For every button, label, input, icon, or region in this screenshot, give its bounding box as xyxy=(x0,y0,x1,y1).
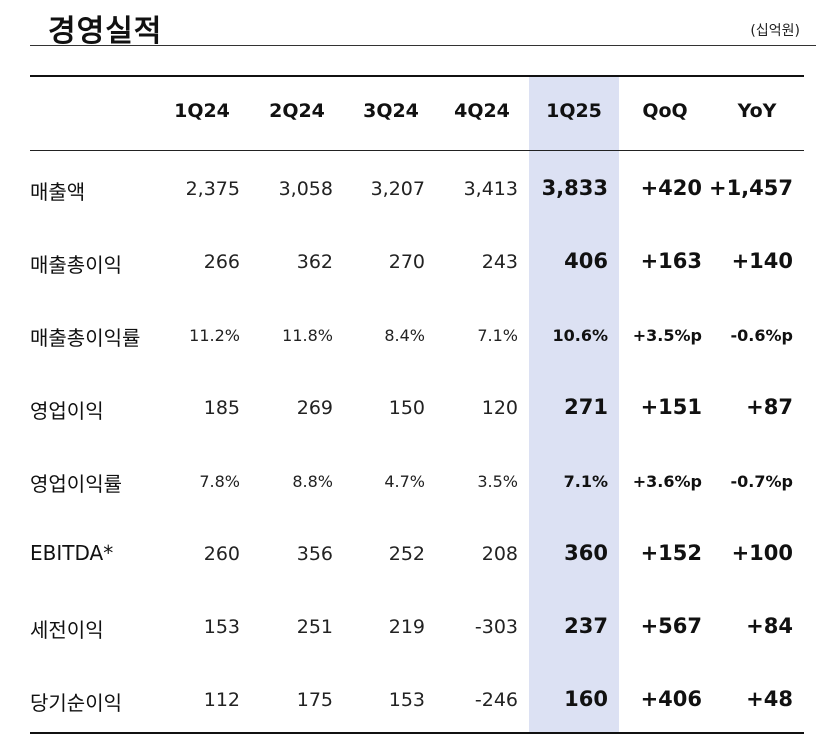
table-cell-1q25: 7.1% xyxy=(563,472,608,491)
table-row: 매출총이익률 11.2% 11.8% 8.4% 7.1% 10.6% +3.5%p -0.6%… xyxy=(0,314,830,354)
table-row: 영업이익 185 269 150 120 271 +151 +87 xyxy=(0,387,830,427)
row-label: 영업이익 xyxy=(30,399,104,423)
table-cell-3q24: 153 xyxy=(388,689,425,711)
table-bottom-rule xyxy=(30,732,804,734)
unit-label: (십억원) xyxy=(750,23,800,39)
column-header-4q24: 4Q24 xyxy=(454,100,510,122)
table-cell-1q24: 266 xyxy=(203,251,240,273)
table-row: 영업이익률 7.8% 8.8% 4.7% 3.5% 7.1% +3.6%p -0.7%p xyxy=(0,460,830,500)
table-cell-yoy: +1,457 xyxy=(708,176,793,200)
row-label: 영업이익률 xyxy=(30,472,122,496)
table-cell-yoy: +48 xyxy=(746,687,793,711)
table-cell-4q24: -246 xyxy=(474,689,518,711)
table-cell-1q24: 7.8% xyxy=(199,472,240,491)
column-header-qoq: QoQ xyxy=(642,100,688,122)
table-cell-1q24: 11.2% xyxy=(189,326,240,345)
row-label: 매출총이익 xyxy=(30,253,122,277)
table-cell-qoq: +567 xyxy=(640,614,702,638)
table-cell-3q24: 4.7% xyxy=(384,472,425,491)
table-row: 매출액 2,375 3,058 3,207 3,413 3,833 +420 +1,457 xyxy=(0,168,830,208)
table-cell-2q24: 356 xyxy=(296,543,333,565)
table-cell-2q24: 3,058 xyxy=(278,178,333,200)
column-header-2q24: 2Q24 xyxy=(269,100,325,122)
row-label: 매출총이익률 xyxy=(30,326,141,350)
table-cell-yoy: +140 xyxy=(731,249,793,273)
row-label: 매출액 xyxy=(30,180,86,204)
table-cell-1q24: 153 xyxy=(203,616,240,638)
row-label: EBITDA* xyxy=(30,541,114,565)
table-cell-1q24: 2,375 xyxy=(185,178,240,200)
table-cell-1q25: 406 xyxy=(564,249,608,273)
title-divider xyxy=(30,45,816,46)
table-cell-3q24: 8.4% xyxy=(384,326,425,345)
table-cell-3q24: 150 xyxy=(388,397,425,419)
table-cell-2q24: 11.8% xyxy=(282,326,333,345)
table-cell-4q24: 208 xyxy=(481,543,518,565)
table-row: 당기순이익 112 175 153 -246 160 +406 +48 xyxy=(0,679,830,719)
row-label: 당기순이익 xyxy=(30,691,122,715)
table-top-rule xyxy=(30,75,804,77)
table-cell-qoq: +3.5%p xyxy=(632,326,702,345)
table-cell-3q24: 270 xyxy=(388,251,425,273)
column-header-3q24: 3Q24 xyxy=(363,100,419,122)
table-cell-qoq: +151 xyxy=(640,395,702,419)
table-cell-4q24: 3.5% xyxy=(477,472,518,491)
page-title: 경영실적 xyxy=(48,14,163,49)
table-cell-1q24: 112 xyxy=(203,689,240,711)
table-cell-3q24: 252 xyxy=(388,543,425,565)
column-header-yoy: YoY xyxy=(737,100,777,122)
table-cell-1q25: 3,833 xyxy=(541,176,608,200)
table-cell-1q25: 160 xyxy=(564,687,608,711)
table-cell-yoy: +87 xyxy=(746,395,793,419)
table-cell-2q24: 8.8% xyxy=(292,472,333,491)
table-cell-1q25: 271 xyxy=(564,395,608,419)
table-cell-yoy: +100 xyxy=(731,541,793,565)
table-cell-1q25: 360 xyxy=(564,541,608,565)
table-row: EBITDA* 260 356 252 208 360 +152 +100 xyxy=(0,533,830,573)
table-header-rule xyxy=(30,150,804,151)
table-cell-1q25: 10.6% xyxy=(552,326,608,345)
table-row: 매출총이익 266 362 270 243 406 +163 +140 xyxy=(0,241,830,281)
table-cell-qoq: +420 xyxy=(640,176,702,200)
table-cell-qoq: +152 xyxy=(640,541,702,565)
table-cell-qoq: +3.6%p xyxy=(632,472,702,491)
table-row: 세전이익 153 251 219 -303 237 +567 +84 xyxy=(0,606,830,646)
table-cell-2q24: 269 xyxy=(296,397,333,419)
row-label: 세전이익 xyxy=(30,618,104,642)
table-cell-4q24: 3,413 xyxy=(463,178,518,200)
highlight-column-1q25 xyxy=(529,76,619,732)
column-header-1q25: 1Q25 xyxy=(546,100,602,122)
table-cell-yoy: +84 xyxy=(746,614,793,638)
table-cell-1q24: 260 xyxy=(203,543,240,565)
table-cell-yoy: -0.7%p xyxy=(730,472,793,491)
table-cell-4q24: 243 xyxy=(481,251,518,273)
column-header-1q24: 1Q24 xyxy=(174,100,230,122)
table-cell-2q24: 251 xyxy=(296,616,333,638)
table-cell-3q24: 3,207 xyxy=(370,178,425,200)
table-cell-4q24: 120 xyxy=(481,397,518,419)
table-cell-4q24: 7.1% xyxy=(477,326,518,345)
table-cell-qoq: +406 xyxy=(640,687,702,711)
table-cell-1q25: 237 xyxy=(564,614,608,638)
table-cell-2q24: 175 xyxy=(296,689,333,711)
table-cell-qoq: +163 xyxy=(640,249,702,273)
table-cell-3q24: 219 xyxy=(388,616,425,638)
table-cell-2q24: 362 xyxy=(296,251,333,273)
table-cell-yoy: -0.6%p xyxy=(730,326,793,345)
table-cell-1q24: 185 xyxy=(203,397,240,419)
table-cell-4q24: -303 xyxy=(474,616,518,638)
